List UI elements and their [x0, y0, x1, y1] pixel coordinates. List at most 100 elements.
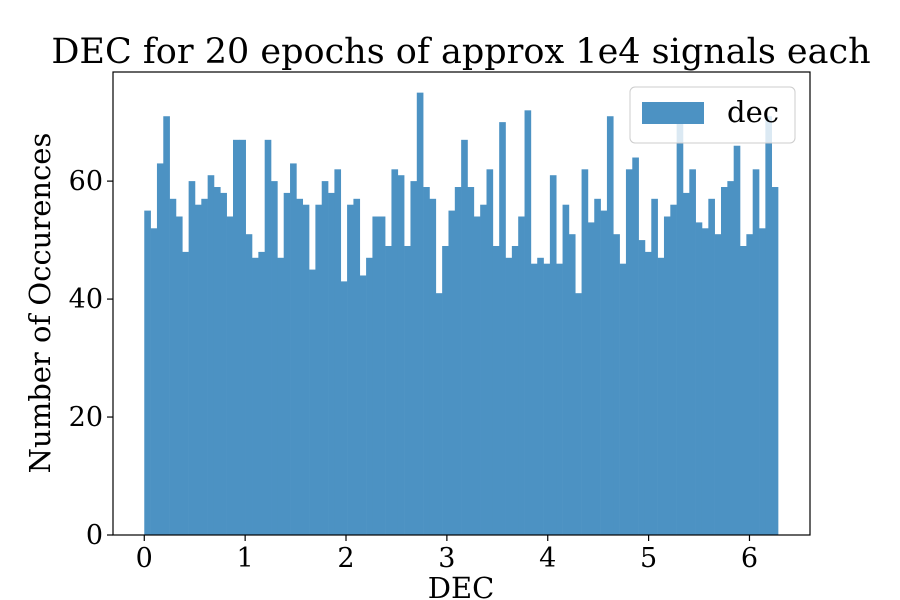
- histogram-bar: [359, 275, 367, 535]
- x-tick-label: 0: [136, 543, 153, 574]
- histogram-bar: [765, 116, 773, 536]
- x-tick-label: 3: [438, 543, 455, 574]
- histogram-bar: [416, 92, 424, 535]
- histogram-bar: [271, 181, 278, 535]
- histogram-bar: [587, 222, 595, 535]
- histogram-bar: [156, 163, 164, 535]
- histogram-bar: [568, 234, 576, 535]
- histogram-bar: [315, 204, 323, 535]
- histogram-bar: [505, 257, 513, 535]
- legend-label-dec: dec: [727, 95, 779, 129]
- histogram-bar: [448, 210, 456, 535]
- histogram-bar: [169, 198, 177, 536]
- histogram-bar: [714, 234, 722, 535]
- histogram-bar: [328, 192, 335, 535]
- histogram-bar: [188, 181, 196, 535]
- histogram-bar: [695, 222, 703, 535]
- histogram-bar: [366, 257, 373, 535]
- histogram-bar: [638, 240, 646, 536]
- histogram-bar: [524, 110, 532, 535]
- histogram-bar: [194, 204, 202, 535]
- histogram-bar: [651, 198, 658, 536]
- histogram-bar: [721, 187, 728, 535]
- histogram-bar: [740, 245, 747, 535]
- histogram-bar: [632, 157, 639, 536]
- histogram-bar: [340, 281, 348, 535]
- histogram-bar: [670, 204, 677, 535]
- histogram-bar: [746, 234, 753, 535]
- histogram-bar: [321, 181, 329, 535]
- x-tick-label: 1: [237, 543, 254, 574]
- histogram-bar: [404, 245, 411, 535]
- histogram-bar: [752, 169, 760, 535]
- x-tick-label: 2: [337, 543, 354, 574]
- histogram-bar: [163, 116, 170, 536]
- histogram-bar: [264, 139, 272, 536]
- histogram-bar: [290, 163, 297, 535]
- histogram-bar: [435, 293, 443, 535]
- histogram-bar: [372, 216, 380, 536]
- histogram-bar: [613, 234, 620, 535]
- histogram-bar: [625, 169, 633, 535]
- histogram-bar: [663, 216, 671, 536]
- histogram-bar: [258, 251, 265, 535]
- histogram-bar: [245, 234, 253, 535]
- histogram-bar: [442, 245, 449, 535]
- histogram-bar: [410, 181, 418, 535]
- histogram-bar: [302, 204, 310, 535]
- y-tick-label: 40: [69, 284, 103, 315]
- histogram-bar: [378, 216, 386, 536]
- legend: dec: [629, 86, 796, 144]
- histogram-bar: [511, 245, 519, 535]
- histogram-bar: [682, 192, 690, 535]
- histogram-bar: [385, 245, 392, 535]
- histogram-bar: [391, 169, 399, 535]
- histogram-bar: [201, 198, 208, 536]
- histogram-bar: [144, 210, 151, 535]
- histogram-bar: [518, 216, 525, 536]
- histogram-bar: [530, 263, 538, 535]
- legend-swatch-dec: [642, 102, 704, 124]
- histogram-bar: [220, 192, 227, 535]
- histogram-bar: [492, 245, 500, 535]
- histogram-bar: [277, 257, 284, 535]
- histogram-bar: [644, 251, 652, 535]
- histogram-bar: [676, 116, 684, 536]
- histogram-bar: [182, 251, 189, 535]
- histogram-bar: [232, 139, 240, 536]
- histogram-bar: [347, 204, 354, 535]
- histogram-bar: [771, 187, 779, 535]
- y-tick-label: 60: [69, 166, 103, 197]
- x-tick-label: 4: [539, 543, 556, 574]
- legend-box: [629, 86, 796, 144]
- histogram-bar: [701, 228, 709, 535]
- histogram-bar: [480, 204, 487, 535]
- y-tick-label: 20: [69, 402, 103, 433]
- histogram-bar: [759, 228, 766, 535]
- histogram-bar: [657, 257, 665, 535]
- histogram-bar: [252, 257, 259, 535]
- histogram-bar: [353, 198, 361, 536]
- histogram-bar: [207, 175, 215, 536]
- histogram-bar: [600, 210, 608, 535]
- x-axis-label: DEC: [428, 571, 495, 600]
- histogram-bar: [309, 269, 316, 535]
- histogram-bar: [575, 293, 582, 535]
- histogram-bar: [296, 198, 304, 536]
- histogram-bar: [283, 192, 291, 535]
- histogram-bar: [499, 122, 506, 535]
- histogram-bar: [334, 169, 342, 535]
- histogram-bar: [733, 145, 741, 535]
- histogram-bar: [454, 187, 462, 535]
- histogram-bar: [473, 216, 481, 536]
- histogram-bar: [467, 187, 475, 535]
- bars-group: [144, 92, 779, 536]
- histogram-bar: [239, 139, 246, 536]
- histogram-bar: [556, 263, 563, 535]
- histogram-bar: [423, 187, 430, 535]
- histogram-bar: [486, 169, 494, 535]
- histogram-bar: [727, 181, 734, 535]
- histogram-bar: [594, 198, 601, 536]
- plot-frame: [112, 71, 811, 536]
